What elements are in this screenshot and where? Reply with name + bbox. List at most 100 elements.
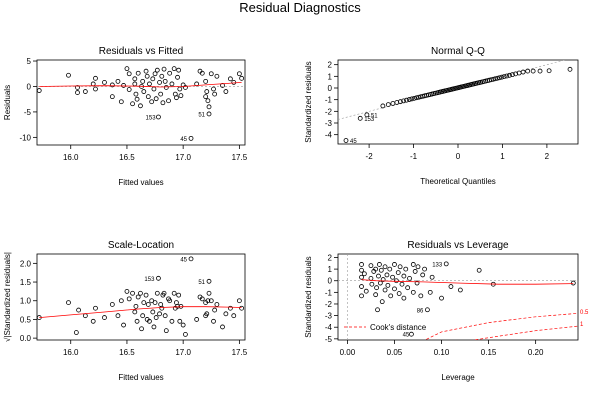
data-point xyxy=(102,79,107,85)
data-point xyxy=(177,86,183,92)
data-point xyxy=(150,76,156,82)
data-point xyxy=(377,262,382,267)
cooks-distance-curve xyxy=(424,312,578,340)
y-axis-label: Residuals xyxy=(3,85,12,120)
data-point xyxy=(546,68,552,74)
data-point xyxy=(126,87,132,92)
data-point xyxy=(174,95,179,101)
data-point xyxy=(380,103,386,109)
data-point xyxy=(167,298,173,304)
data-point xyxy=(211,86,216,92)
data-point xyxy=(93,75,98,81)
y-tick-label: -4 xyxy=(325,323,333,332)
data-point xyxy=(384,272,390,278)
data-point xyxy=(363,288,369,294)
data-point xyxy=(145,302,151,307)
data-point xyxy=(188,256,194,262)
y-tick-label: 5 xyxy=(27,57,32,66)
data-point xyxy=(138,290,143,296)
y-tick-label: 1.0 xyxy=(20,297,32,306)
y-tick-label: -10 xyxy=(19,133,31,142)
data-point xyxy=(404,97,409,103)
data-point xyxy=(359,262,364,267)
data-point xyxy=(476,267,482,273)
data-point xyxy=(163,328,169,334)
cooks-label-1: 1 xyxy=(580,322,584,328)
x-tick-label: 16.0 xyxy=(63,153,79,162)
data-point xyxy=(396,291,402,296)
data-point xyxy=(149,99,155,105)
y-tick-label: -5 xyxy=(325,335,333,344)
data-point xyxy=(166,98,171,104)
data-point xyxy=(510,72,515,78)
data-point xyxy=(409,96,415,102)
data-point xyxy=(359,293,364,299)
data-point xyxy=(156,114,161,120)
data-point xyxy=(75,85,80,90)
data-point xyxy=(126,71,132,77)
data-point xyxy=(497,75,502,81)
data-point xyxy=(403,266,409,272)
x-tick-label: 17.5 xyxy=(232,348,248,357)
data-point xyxy=(520,69,526,75)
data-point xyxy=(236,298,242,304)
panel-1: Residuals vs Fitted Fitted values Residual… xyxy=(3,46,248,187)
y-tick-label: -1 xyxy=(325,96,333,105)
data-point xyxy=(418,293,424,299)
data-point xyxy=(199,70,205,76)
data-point xyxy=(147,318,152,324)
point-id-label: 51 xyxy=(198,112,205,118)
data-point xyxy=(378,267,384,273)
data-point xyxy=(169,81,175,87)
data-point xyxy=(499,74,505,80)
data-point xyxy=(457,287,463,293)
point-id-label: 45 xyxy=(350,139,357,145)
data-point xyxy=(151,324,157,330)
data-point xyxy=(162,313,168,319)
data-point xyxy=(214,302,220,307)
point-id-label: 133 xyxy=(432,262,443,268)
x-tick-label: 0.05 xyxy=(387,348,403,357)
data-point xyxy=(141,89,147,94)
data-point xyxy=(206,278,212,284)
data-point xyxy=(359,267,364,273)
data-point xyxy=(357,115,363,121)
data-point xyxy=(385,282,391,288)
data-point xyxy=(420,272,426,278)
data-point xyxy=(570,280,576,286)
y-axis-label: Standardized residuals xyxy=(304,61,313,142)
data-point xyxy=(145,94,151,100)
x-tick-label: 2 xyxy=(545,152,550,161)
data-point xyxy=(118,298,124,304)
y-tick-label: 0 xyxy=(328,277,333,286)
x-tick-label: -1 xyxy=(410,152,418,161)
data-point xyxy=(406,97,412,102)
data-point xyxy=(139,326,144,332)
data-point xyxy=(212,307,218,313)
data-point xyxy=(410,289,416,295)
data-point xyxy=(401,98,406,104)
data-point xyxy=(109,82,115,88)
data-point xyxy=(208,71,214,77)
point-id-label: 153 xyxy=(144,277,155,283)
data-point xyxy=(132,81,138,87)
data-point xyxy=(206,290,212,296)
panel-title: Residuals vs Fitted xyxy=(99,46,183,57)
data-point xyxy=(359,284,364,289)
data-point xyxy=(368,276,374,281)
data-point xyxy=(175,303,180,309)
point-id-label: 153 xyxy=(364,117,375,123)
y-tick-label: -2 xyxy=(325,107,333,116)
data-point xyxy=(118,99,124,105)
point-id-label: 86 xyxy=(417,308,424,314)
data-point xyxy=(177,318,183,324)
y-tick-label: 2 xyxy=(328,253,333,262)
data-point xyxy=(494,75,500,81)
data-point xyxy=(385,102,391,107)
data-point xyxy=(171,290,177,296)
data-point xyxy=(199,296,205,302)
smoother-line xyxy=(39,306,242,318)
data-point xyxy=(379,299,385,305)
y-tick-label: 1.5 xyxy=(20,278,32,287)
